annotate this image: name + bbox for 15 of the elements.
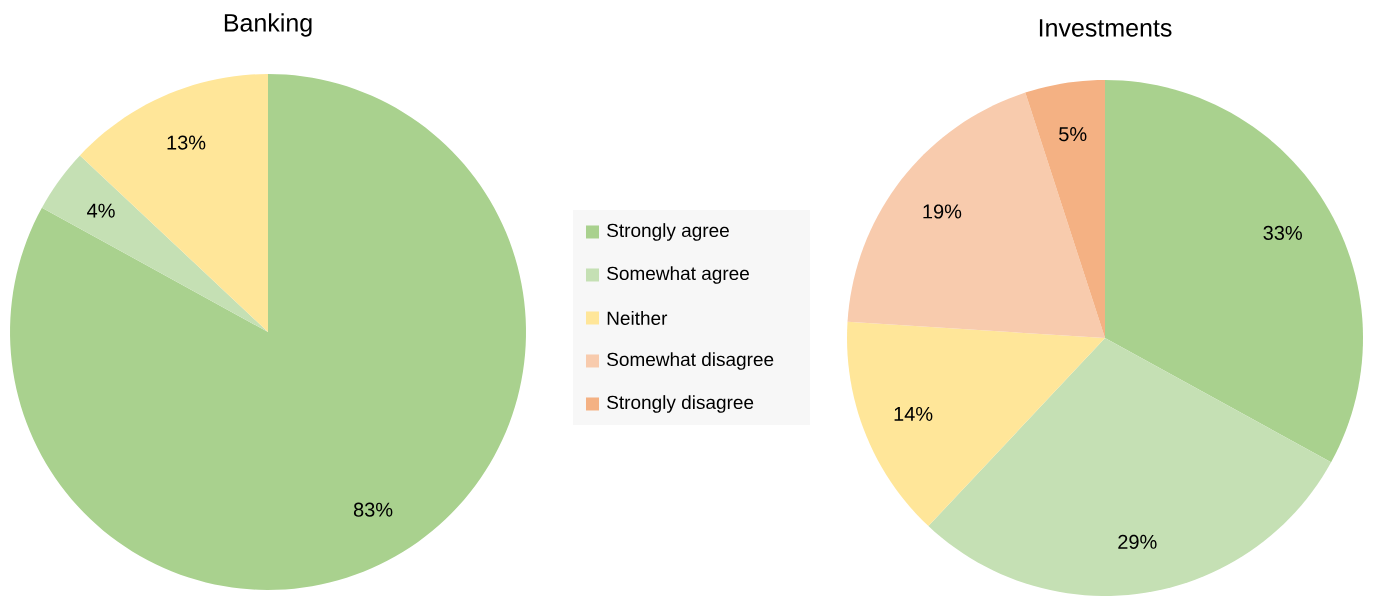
chart-title: Investments	[1039, 19, 1172, 37]
legend-label: Neither	[607, 311, 668, 325]
data-label: 19%	[923, 204, 962, 219]
data-label: 29%	[1118, 534, 1157, 549]
legend-label: Strongly disagree	[607, 395, 754, 413]
data-label: 33%	[1263, 225, 1302, 241]
data-label: 83%	[353, 502, 393, 517]
legend-label: Somewhat disagree	[607, 352, 774, 370]
data-label: 13%	[167, 135, 206, 150]
data-label: 14%	[894, 406, 933, 421]
legend-label: Strongly agree	[607, 223, 729, 241]
data-label: 5%	[1059, 127, 1087, 142]
chart-title: Banking	[224, 13, 312, 37]
data-label: 4%	[87, 203, 115, 218]
legend-label: Somewhat agree	[607, 266, 749, 284]
